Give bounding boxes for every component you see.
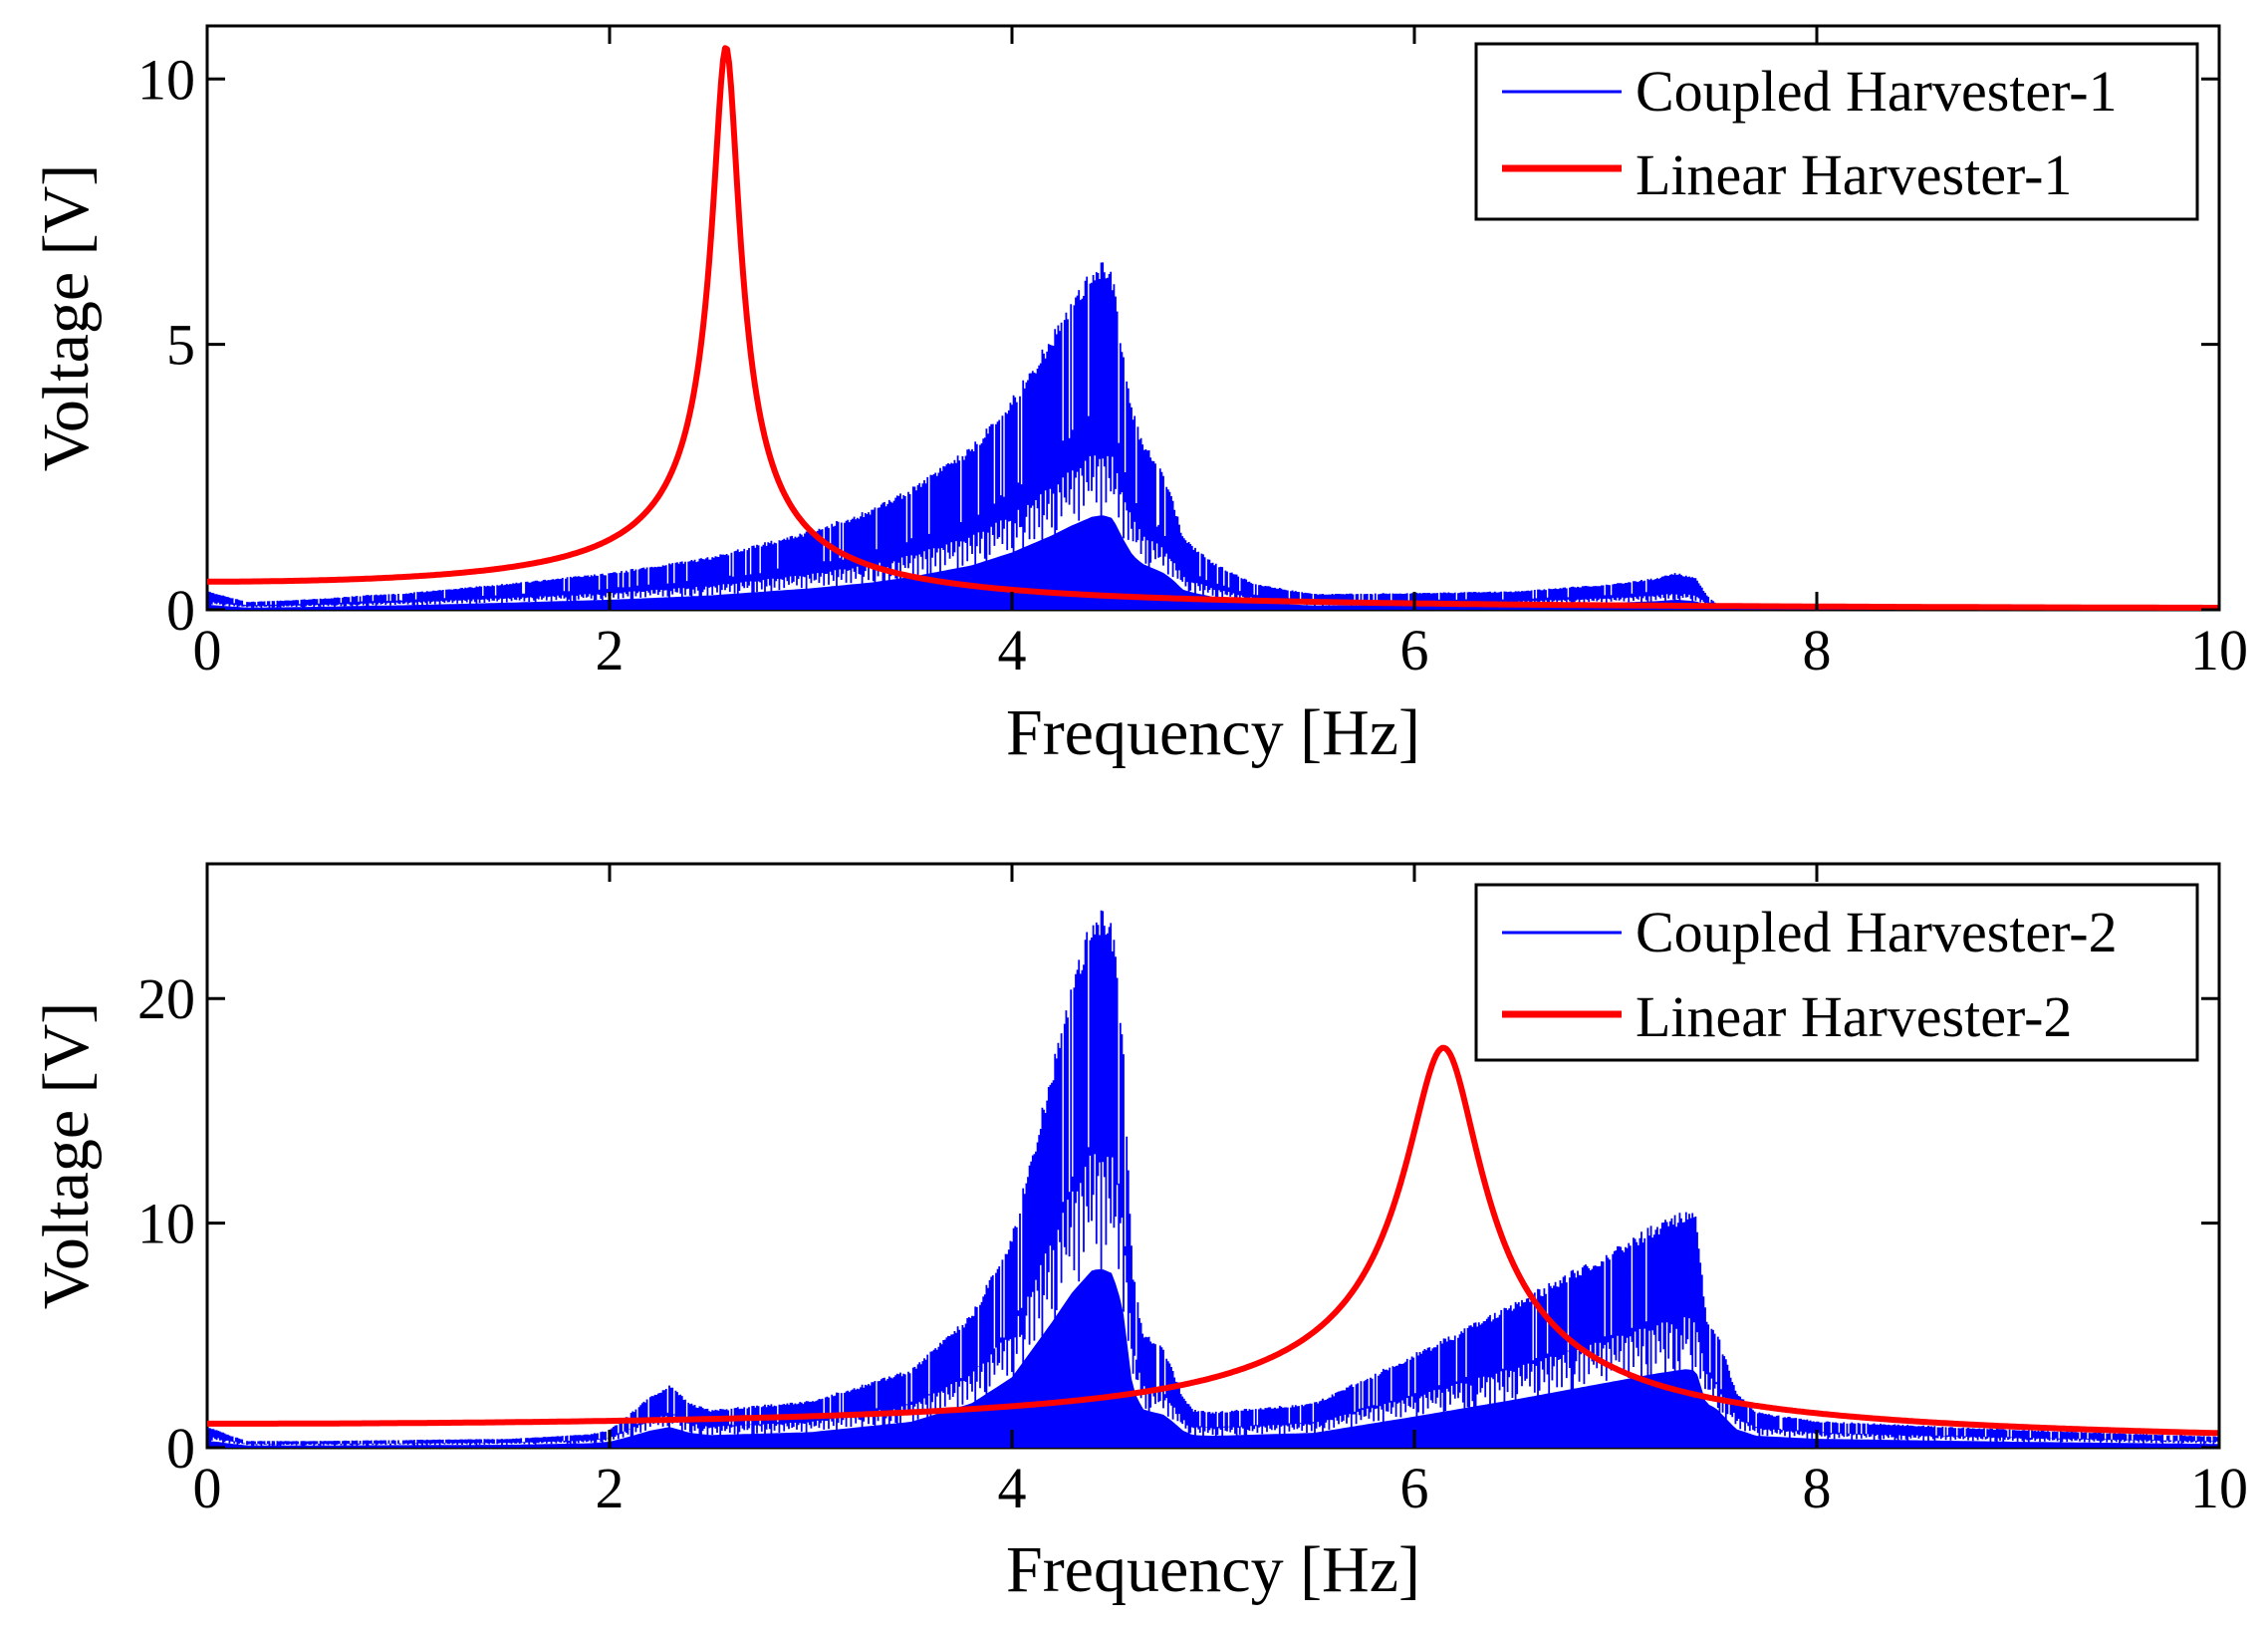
- x-axis-label: Frequency [Hz]: [1006, 1533, 1420, 1606]
- y-tick-labels: 0 10 20: [137, 966, 195, 1481]
- linear-voltage-line: [206, 45, 2220, 611]
- x-tick-label: 8: [1803, 618, 1832, 682]
- x-tick-labels: 0 2 4 6 8 10: [193, 618, 2249, 682]
- x-tick-label: 4: [998, 1456, 1027, 1520]
- x-tick-labels: 0 2 4 6 8 10: [193, 1456, 2249, 1520]
- y-tick-label: 0: [166, 578, 195, 643]
- y-tick-label: 5: [166, 313, 195, 378]
- y-tick-label: 10: [137, 47, 195, 112]
- y-axis-label: Voltage [V]: [30, 1002, 103, 1310]
- y-tick-label: 20: [137, 966, 195, 1031]
- y-tick-labels: 0 5 10: [137, 47, 195, 643]
- x-tick-label: 8: [1803, 1456, 1832, 1520]
- x-tick-label: 4: [998, 618, 1027, 682]
- axis-ticks: [205, 864, 2221, 1450]
- x-tick-label: 10: [2190, 1456, 2248, 1520]
- x-tick-label: 6: [1400, 618, 1429, 682]
- chart-panel-bottom: 0 2 4 6 8 10 0 10 20 Frequency [Hz] Voltage [V]…: [30, 862, 2249, 1606]
- y-tick-label: 0: [166, 1416, 195, 1481]
- linear-harvester-2-trace: [206, 1044, 2220, 1437]
- legend-box: [1474, 883, 2199, 1062]
- legend: Coupled Harvester-1 Linear Harvester-1: [1474, 42, 2199, 221]
- y-axis-label: Voltage [V]: [30, 164, 103, 472]
- legend-entry-coupled-harvester-2: Coupled Harvester-2: [1636, 900, 2118, 964]
- x-tick-label: 6: [1400, 1456, 1429, 1520]
- x-tick-label: 10: [2190, 618, 2248, 682]
- x-tick-label: 0: [193, 1456, 222, 1520]
- x-tick-label: 0: [193, 618, 222, 682]
- x-axis-label: Frequency [Hz]: [1006, 696, 1420, 769]
- legend-entry-linear-harvester-2: Linear Harvester-2: [1636, 984, 2072, 1049]
- y-tick-label: 10: [137, 1192, 195, 1256]
- legend: Coupled Harvester-2 Linear Harvester-2: [1474, 883, 2199, 1062]
- legend-box: [1474, 42, 2199, 221]
- linear-voltage-line: [206, 1044, 2220, 1437]
- legend-entry-linear-harvester-1: Linear Harvester-1: [1636, 142, 2072, 207]
- axis-ticks: [205, 26, 2221, 612]
- linear-harvester-1-trace: [206, 45, 2220, 611]
- x-tick-label: 2: [596, 1456, 625, 1520]
- x-tick-label: 2: [596, 618, 625, 682]
- legend-entry-coupled-harvester-1: Coupled Harvester-1: [1636, 59, 2118, 124]
